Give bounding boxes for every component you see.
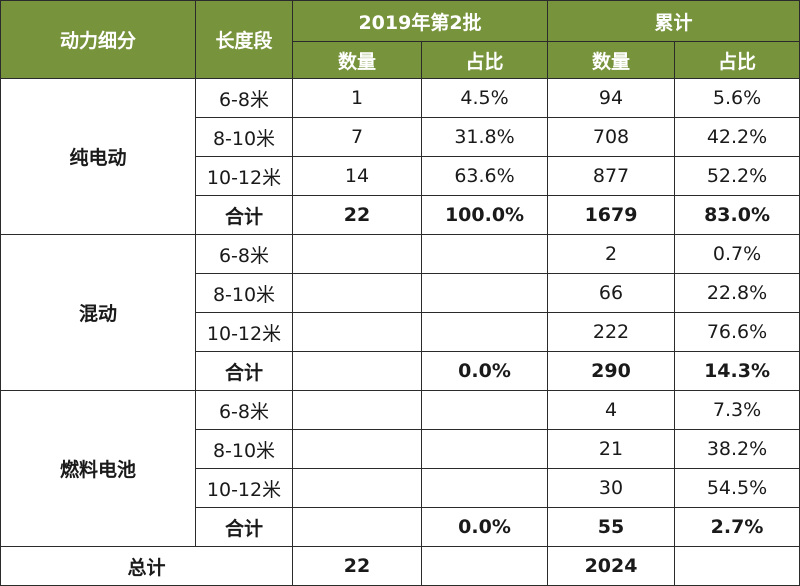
batch-count-cell	[292, 312, 422, 352]
batch-share-cell: 31.8%	[420, 117, 549, 157]
subtotal-label: 合计	[195, 195, 293, 235]
cum-share-cell: 38.2%	[674, 429, 800, 469]
subtotal-cum-count: 55	[547, 507, 676, 547]
subtotal-label: 合计	[195, 507, 293, 547]
subtotal-batch-share: 100.0%	[420, 195, 549, 235]
length-cell: 10-12米	[195, 312, 293, 352]
cum-share-cell: 54.5%	[674, 468, 800, 508]
table-row: 混动 6-8米 2 0.7%	[0, 234, 800, 391]
subtotal-batch-count: 22	[292, 195, 422, 235]
cum-count-cell: 4	[547, 390, 676, 430]
subtotal-batch-share: 0.0%	[420, 351, 549, 391]
length-cell: 6-8米	[195, 390, 293, 430]
length-cell: 8-10米	[195, 117, 293, 157]
batch-count-cell	[292, 429, 422, 469]
header-row-2: 数量 占比 数量 占比	[1, 41, 800, 79]
total-cum-count: 2024	[547, 546, 676, 586]
cum-count-cell: 877	[547, 156, 676, 196]
cum-count-cell: 94	[547, 78, 676, 118]
batch-share-cell	[420, 429, 549, 469]
subtotal-row: 合计 0.0% 55 2.7%	[1, 507, 800, 547]
table-row: 8-10米 66 22.8%	[1, 273, 800, 313]
subtotal-cum-count: 1679	[547, 195, 676, 235]
length-cell: 10-12米	[195, 156, 293, 196]
subtotal-batch-count	[292, 351, 422, 391]
batch-share-cell	[420, 234, 549, 274]
cum-share-cell: 22.8%	[674, 273, 800, 313]
cum-count-cell: 30	[547, 468, 676, 508]
batch-count-cell: 7	[292, 117, 422, 157]
subtotal-cum-share: 14.3%	[674, 351, 800, 391]
header-category: 动力细分	[0, 0, 196, 79]
batch-count-cell	[292, 273, 422, 313]
batch-count-cell: 14	[292, 156, 422, 196]
header-batch-share: 占比	[420, 41, 549, 79]
header-cum-share: 占比	[674, 41, 800, 79]
length-cell: 8-10米	[195, 273, 293, 313]
header-row-1: 动力细分 长度段 2019年第2批 累计	[0, 0, 800, 79]
subtotal-cum-share: 2.7%	[674, 507, 800, 547]
header-length: 长度段	[195, 0, 293, 79]
subtotal-row: 合计 22 100.0% 1679 83.0%	[1, 195, 800, 235]
length-cell: 6-8米	[195, 234, 293, 274]
cum-count-cell: 222	[547, 312, 676, 352]
cum-count-cell: 21	[547, 429, 676, 469]
header-cum-count: 数量	[547, 41, 676, 79]
cum-share-cell: 76.6%	[674, 312, 800, 352]
subtotal-label: 合计	[195, 351, 293, 391]
subtotal-cum-share: 83.0%	[674, 195, 800, 235]
batch-count-cell	[292, 390, 422, 430]
length-cell: 6-8米	[195, 78, 293, 118]
cum-share-cell: 0.7%	[674, 234, 800, 274]
category-cell: 混动	[0, 234, 196, 391]
total-label: 总计	[0, 546, 293, 586]
batch-share-cell: 63.6%	[420, 156, 549, 196]
category-cell: 燃料电池	[0, 390, 196, 547]
table-row: 8-10米 21 38.2%	[1, 429, 800, 469]
batch-count-cell	[292, 468, 422, 508]
batch-share-cell	[420, 273, 549, 313]
cum-share-cell: 42.2%	[674, 117, 800, 157]
table-row: 8-10米 7 31.8% 708 42.2%	[1, 117, 800, 157]
cum-share-cell: 5.6%	[674, 78, 800, 118]
total-cum-share	[674, 546, 800, 586]
cum-share-cell: 7.3%	[674, 390, 800, 430]
table-row: 10-12米 30 54.5%	[1, 468, 800, 508]
table-row: 燃料电池 6-8米 4 7.3%	[0, 390, 800, 547]
cum-count-cell: 2	[547, 234, 676, 274]
header-batch-count: 数量	[292, 41, 422, 79]
total-batch-count: 22	[292, 546, 422, 586]
header-cumulative-group: 累计	[547, 0, 800, 42]
subtotal-batch-share: 0.0%	[420, 507, 549, 547]
total-batch-share	[420, 546, 549, 586]
total-row: 总计 22 2024	[0, 546, 800, 586]
table-row: 10-12米 222 76.6%	[1, 312, 800, 352]
batch-count-cell: 1	[292, 78, 422, 118]
batch-share-cell: 4.5%	[420, 78, 549, 118]
length-cell: 10-12米	[195, 468, 293, 508]
cum-count-cell: 66	[547, 273, 676, 313]
subtotal-cum-count: 290	[547, 351, 676, 391]
length-cell: 8-10米	[195, 429, 293, 469]
table-row: 纯电动 6-8米 1 4.5% 94 5.6%	[0, 78, 800, 235]
batch-count-cell	[292, 234, 422, 274]
header-batch-group: 2019年第2批	[291, 0, 549, 42]
subtotal-row: 合计 0.0% 290 14.3%	[1, 351, 800, 391]
batch-share-cell	[420, 468, 549, 508]
category-cell: 纯电动	[0, 78, 196, 235]
cum-count-cell: 708	[547, 117, 676, 157]
subtotal-batch-count	[292, 507, 422, 547]
batch-share-cell	[420, 390, 549, 430]
table-row: 10-12米 14 63.6% 877 52.2%	[1, 156, 800, 196]
batch-share-cell	[420, 312, 549, 352]
cum-share-cell: 52.2%	[674, 156, 800, 196]
